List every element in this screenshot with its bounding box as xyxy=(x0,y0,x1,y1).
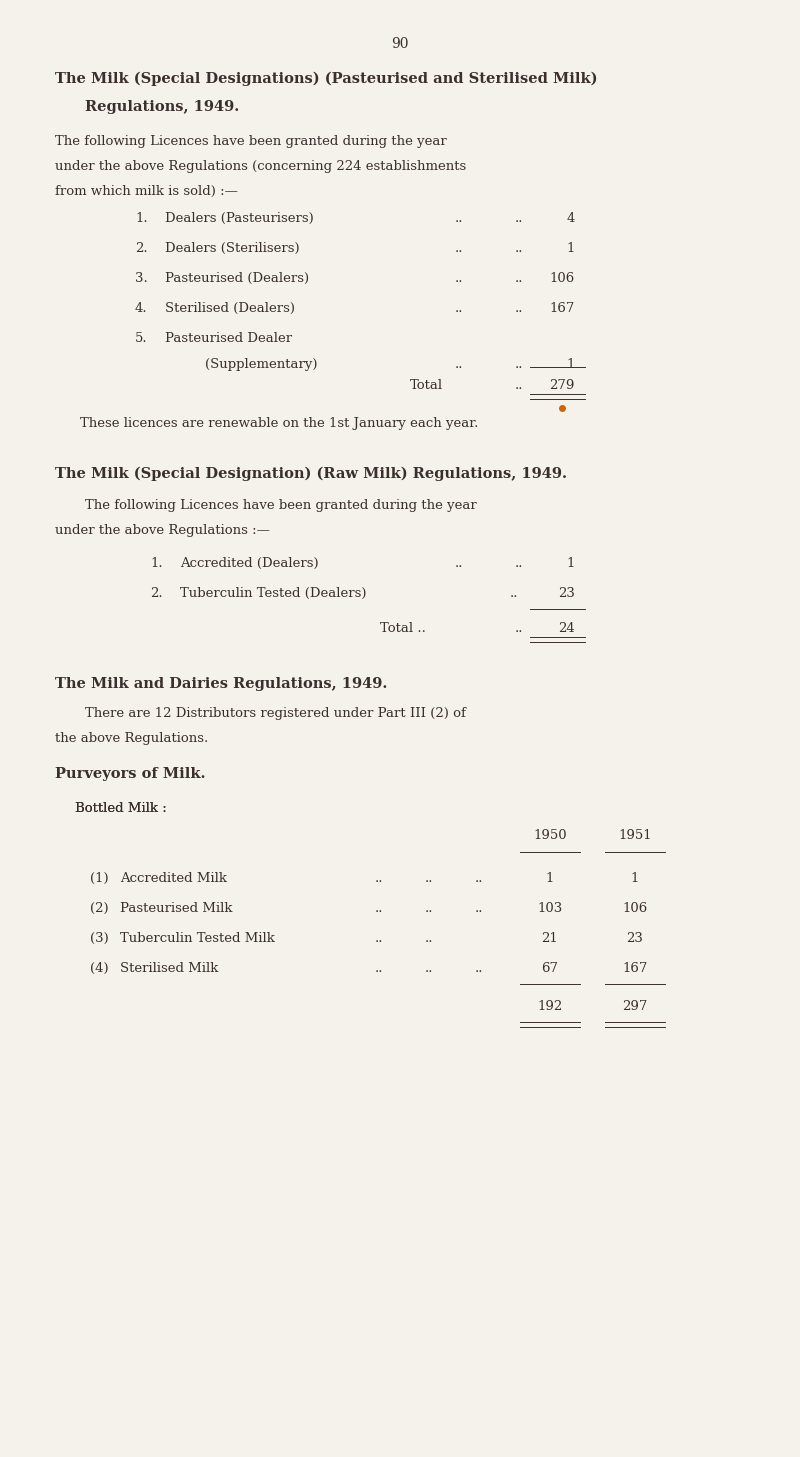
Text: Bottled Milk :: Bottled Milk : xyxy=(75,801,166,814)
Text: ..: .. xyxy=(515,242,523,255)
Text: Tuberculin Tested (Dealers): Tuberculin Tested (Dealers) xyxy=(180,587,366,600)
Text: Sterilised (Dealers): Sterilised (Dealers) xyxy=(165,302,295,315)
Text: 24: 24 xyxy=(558,622,575,635)
Text: ..: .. xyxy=(425,871,434,884)
Text: The Milk (Special Designation) (Raw Milk) Regulations, 1949.: The Milk (Special Designation) (Raw Milk… xyxy=(55,468,567,481)
Text: 21: 21 xyxy=(542,932,558,946)
Text: ..: .. xyxy=(425,932,434,946)
Text: ..: .. xyxy=(515,557,523,570)
Text: 1.: 1. xyxy=(150,557,162,570)
Text: Bottled Milk :: Bottled Milk : xyxy=(75,801,166,814)
Text: ..: .. xyxy=(425,902,434,915)
Text: 1: 1 xyxy=(566,557,575,570)
Text: Total: Total xyxy=(410,379,443,392)
Text: 279: 279 xyxy=(550,379,575,392)
Text: ..: .. xyxy=(455,358,463,372)
Text: 5.: 5. xyxy=(135,332,148,345)
Text: 90: 90 xyxy=(391,36,409,51)
Text: Accredited Milk: Accredited Milk xyxy=(120,871,227,884)
Text: ..: .. xyxy=(515,358,523,372)
Text: ..: .. xyxy=(455,242,463,255)
Text: 106: 106 xyxy=(622,902,648,915)
Text: Sterilised Milk: Sterilised Milk xyxy=(120,962,218,975)
Text: (4): (4) xyxy=(90,962,109,975)
Text: ..: .. xyxy=(375,962,383,975)
Text: There are 12 Distributors registered under Part III (2) of: There are 12 Distributors registered und… xyxy=(85,707,466,720)
Text: These licences are renewable on the 1st January each year.: These licences are renewable on the 1st … xyxy=(80,417,478,430)
Text: ..: .. xyxy=(455,213,463,224)
Text: (3): (3) xyxy=(90,932,109,946)
Text: 23: 23 xyxy=(626,932,643,946)
Text: 1: 1 xyxy=(566,242,575,255)
Text: Accredited (Dealers): Accredited (Dealers) xyxy=(180,557,318,570)
Text: Regulations, 1949.: Regulations, 1949. xyxy=(85,101,239,114)
Text: 23: 23 xyxy=(558,587,575,600)
Text: Dealers (Sterilisers): Dealers (Sterilisers) xyxy=(165,242,300,255)
Text: Tuberculin Tested Milk: Tuberculin Tested Milk xyxy=(120,932,275,946)
Text: (1): (1) xyxy=(90,871,109,884)
Text: ..: .. xyxy=(375,932,383,946)
Text: Pasteurised Milk: Pasteurised Milk xyxy=(120,902,233,915)
Text: 4.: 4. xyxy=(135,302,148,315)
Text: 167: 167 xyxy=(622,962,648,975)
Text: ..: .. xyxy=(455,272,463,286)
Text: (Supplementary): (Supplementary) xyxy=(205,358,318,372)
Text: ..: .. xyxy=(475,871,483,884)
Text: 3.: 3. xyxy=(135,272,148,286)
Text: from which milk is sold) :—: from which milk is sold) :— xyxy=(55,185,238,198)
Text: The Milk and Dairies Regulations, 1949.: The Milk and Dairies Regulations, 1949. xyxy=(55,678,387,691)
Text: 103: 103 xyxy=(538,902,562,915)
Text: 1: 1 xyxy=(566,358,575,372)
Text: 192: 192 xyxy=(538,1000,562,1013)
Text: ..: .. xyxy=(515,302,523,315)
Text: 2.: 2. xyxy=(150,587,162,600)
Text: (2): (2) xyxy=(90,902,109,915)
Text: 67: 67 xyxy=(542,962,558,975)
Text: ..: .. xyxy=(375,902,383,915)
Text: ..: .. xyxy=(475,962,483,975)
Text: The following Licences have been granted during the year: The following Licences have been granted… xyxy=(55,136,446,149)
Text: ..: .. xyxy=(510,587,518,600)
Text: ..: .. xyxy=(375,871,383,884)
Text: 4: 4 xyxy=(566,213,575,224)
Text: Purveyors of Milk.: Purveyors of Milk. xyxy=(55,766,206,781)
Text: ..: .. xyxy=(515,379,523,392)
Text: 2.: 2. xyxy=(135,242,148,255)
Text: ..: .. xyxy=(475,902,483,915)
Text: The following Licences have been granted during the year: The following Licences have been granted… xyxy=(85,498,477,511)
Text: 167: 167 xyxy=(550,302,575,315)
Text: ..: .. xyxy=(455,557,463,570)
Text: 1.: 1. xyxy=(135,213,148,224)
Text: 1: 1 xyxy=(631,871,639,884)
Text: the above Regulations.: the above Regulations. xyxy=(55,731,208,745)
Text: Total ..: Total .. xyxy=(380,622,426,635)
Text: under the above Regulations :—: under the above Regulations :— xyxy=(55,525,270,538)
Text: ..: .. xyxy=(515,622,523,635)
Text: 1: 1 xyxy=(546,871,554,884)
Text: under the above Regulations (concerning 224 establishments: under the above Regulations (concerning … xyxy=(55,160,466,173)
Text: ..: .. xyxy=(515,213,523,224)
Text: 1951: 1951 xyxy=(618,829,652,842)
Text: ..: .. xyxy=(515,272,523,286)
Text: ..: .. xyxy=(455,302,463,315)
Text: The Milk (Special Designations) (Pasteurised and Sterilised Milk): The Milk (Special Designations) (Pasteur… xyxy=(55,71,598,86)
Text: Dealers (Pasteurisers): Dealers (Pasteurisers) xyxy=(165,213,314,224)
Text: Pasteurised Dealer: Pasteurised Dealer xyxy=(165,332,292,345)
Text: 1950: 1950 xyxy=(533,829,567,842)
Text: Pasteurised (Dealers): Pasteurised (Dealers) xyxy=(165,272,309,286)
Text: ..: .. xyxy=(425,962,434,975)
Text: 106: 106 xyxy=(550,272,575,286)
Text: 297: 297 xyxy=(622,1000,648,1013)
